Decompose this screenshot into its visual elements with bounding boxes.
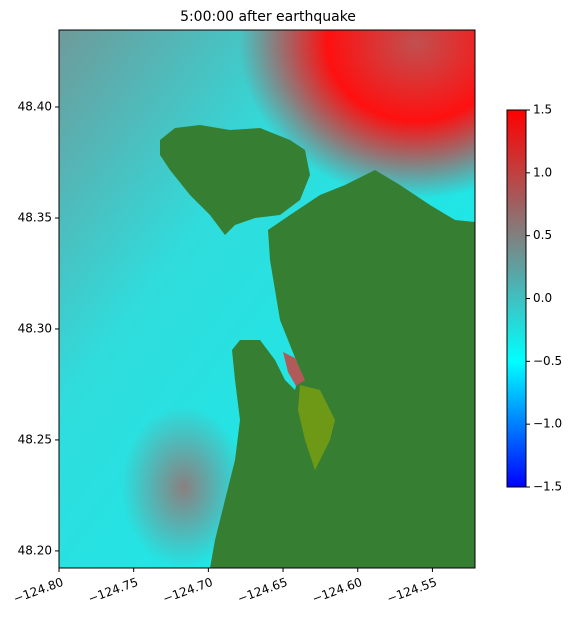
y-tick-label: 48.30 <box>18 321 52 335</box>
x-tick-label: −124.65 <box>236 575 290 606</box>
x-tick-label: −124.80 <box>12 575 66 606</box>
colorbar-tick-label: −0.5 <box>533 354 562 368</box>
colorbar-tick-label: 1.0 <box>533 165 552 179</box>
colorbar-tick-label: 0.0 <box>533 291 552 305</box>
map-image <box>59 30 475 568</box>
x-tick-label: −124.75 <box>86 575 140 606</box>
colorbar-tick-label: 0.5 <box>533 228 552 242</box>
colorbar <box>506 109 527 488</box>
colorbar-tick-label: −1.0 <box>533 417 562 431</box>
plot-frame <box>58 29 476 569</box>
y-tick-label: 48.20 <box>18 543 52 557</box>
x-tick-label: −124.70 <box>161 575 215 606</box>
chart-title: 5:00:00 after earthquake <box>180 9 356 25</box>
x-tick-label: −124.60 <box>310 575 364 606</box>
colorbar-tick-label: 1.5 <box>533 103 552 117</box>
y-tick-label: 48.40 <box>18 100 52 114</box>
y-tick-label: 48.25 <box>18 432 52 446</box>
y-tick-label: 48.35 <box>18 210 52 224</box>
colorbar-tick-label: −1.5 <box>533 480 562 494</box>
x-tick-label: −124.55 <box>385 575 439 606</box>
